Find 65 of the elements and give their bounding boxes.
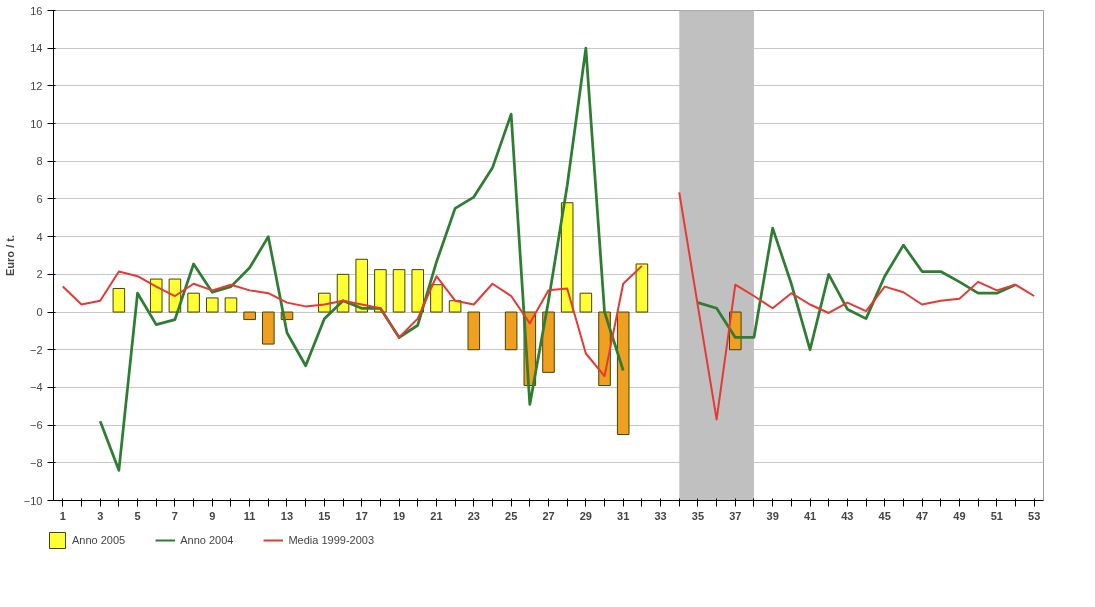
legend-label: Anno 2004 (180, 534, 234, 546)
x-tick-label: 5 (134, 509, 141, 522)
y-tick-label: −6 (29, 419, 43, 432)
bar (243, 311, 256, 321)
x-tick-label: 1 (59, 509, 66, 522)
x-tick-label: 51 (990, 509, 1003, 522)
y-tick-label: −4 (29, 381, 43, 394)
y-tick-label: 10 (30, 117, 43, 130)
x-tick-label: 23 (467, 509, 480, 522)
x-tick-label: 27 (542, 509, 555, 522)
x-tick-label: 15 (318, 509, 331, 522)
x-tick-label: 7 (171, 509, 178, 522)
bar (205, 297, 219, 313)
y-tick-label: 2 (36, 268, 43, 281)
y-tick-label: 6 (36, 192, 43, 205)
y-tick-label: −2 (29, 343, 43, 356)
bar (504, 311, 518, 351)
bar (448, 300, 462, 313)
x-tick-label: 29 (579, 509, 592, 522)
bar (374, 269, 387, 313)
x-tick-label: 35 (691, 509, 705, 522)
x-tick-label: 53 (1028, 509, 1041, 522)
bar (187, 292, 200, 313)
bar (560, 202, 574, 313)
bar (635, 263, 649, 313)
x-tick-label: 45 (878, 509, 891, 522)
x-tick-label: 25 (505, 509, 518, 522)
legend-label: Anno 2005 (72, 534, 126, 546)
legend-label: Media 1999-2003 (288, 534, 375, 546)
bar (616, 311, 630, 436)
y-tick-label: 8 (36, 155, 43, 168)
x-tick-label: 31 (617, 509, 630, 522)
y-tick-label: 16 (30, 4, 43, 17)
x-tick-label: 41 (803, 509, 817, 522)
x-tick-label: 11 (243, 509, 256, 522)
x-tick-label: 33 (654, 509, 667, 522)
bar (467, 311, 481, 351)
x-tick-label: 19 (392, 509, 406, 522)
x-tick-label: 3 (97, 509, 104, 522)
x-tick-label: 21 (430, 509, 443, 522)
x-tick-label: 9 (209, 509, 216, 522)
y-tick-label: −10 (23, 494, 43, 507)
x-tick-label: 47 (915, 509, 929, 522)
bar (542, 311, 555, 373)
x-tick-label: 39 (766, 509, 779, 522)
x-tick-label: 49 (953, 509, 966, 522)
x-tick-label: 37 (729, 509, 742, 522)
x-tick-label: 43 (841, 509, 854, 522)
bar (149, 278, 163, 313)
y-axis-title: Euro / t. (3, 235, 16, 276)
bar (392, 269, 406, 313)
bar (411, 269, 425, 313)
y-tick-label: 12 (30, 79, 43, 92)
bar (579, 292, 593, 313)
bar (355, 258, 368, 313)
bar (224, 297, 238, 313)
bar (112, 287, 126, 313)
bar (430, 284, 443, 313)
y-tick-label: −8 (29, 456, 43, 469)
bar (262, 311, 275, 345)
y-tick-label: 14 (30, 42, 43, 55)
x-tick-label: 17 (355, 509, 368, 522)
x-tick-label: 13 (280, 509, 294, 522)
y-tick-label: 4 (36, 230, 43, 243)
y-tick-label: 0 (36, 306, 43, 319)
